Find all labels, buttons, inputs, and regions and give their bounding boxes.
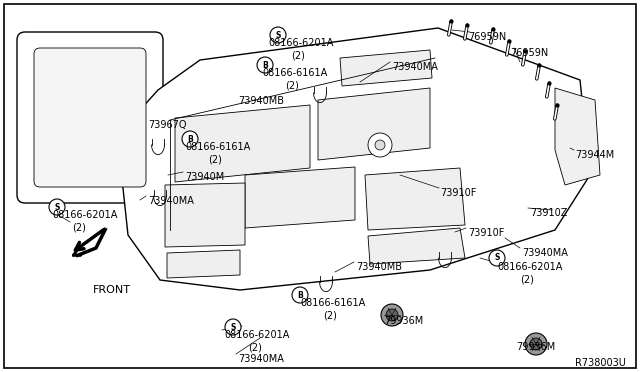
Circle shape xyxy=(525,333,547,355)
Text: 08166-6201A: 08166-6201A xyxy=(224,330,289,340)
Text: 73940M: 73940M xyxy=(185,172,224,182)
Text: (2): (2) xyxy=(291,50,305,60)
Text: 79936M: 79936M xyxy=(516,342,556,352)
Text: 08166-6201A: 08166-6201A xyxy=(268,38,333,48)
Text: 08166-6161A: 08166-6161A xyxy=(262,68,327,78)
Circle shape xyxy=(49,199,65,215)
Text: S: S xyxy=(230,323,236,331)
Text: S: S xyxy=(494,253,500,263)
Polygon shape xyxy=(365,168,465,230)
Circle shape xyxy=(368,133,392,157)
Text: (2): (2) xyxy=(323,310,337,320)
Text: FRONT: FRONT xyxy=(93,285,131,295)
Text: (2): (2) xyxy=(208,154,222,164)
Polygon shape xyxy=(167,250,240,278)
Text: 73940MB: 73940MB xyxy=(356,262,402,272)
Text: 08166-6161A: 08166-6161A xyxy=(300,298,365,308)
Text: 73967Q: 73967Q xyxy=(148,120,186,130)
Polygon shape xyxy=(555,88,600,185)
Circle shape xyxy=(381,304,403,326)
Polygon shape xyxy=(318,88,430,160)
Text: 73944M: 73944M xyxy=(575,150,614,160)
Text: 73940MB: 73940MB xyxy=(238,96,284,106)
Text: 76959N: 76959N xyxy=(468,32,506,42)
Text: 73910F: 73910F xyxy=(468,228,504,238)
Text: 73940MA: 73940MA xyxy=(522,248,568,258)
Circle shape xyxy=(375,140,385,150)
Text: 73940MA: 73940MA xyxy=(392,62,438,72)
Circle shape xyxy=(292,287,308,303)
Polygon shape xyxy=(340,50,432,86)
Text: 76959N: 76959N xyxy=(510,48,548,58)
Circle shape xyxy=(182,131,198,147)
Polygon shape xyxy=(120,28,590,290)
Circle shape xyxy=(270,27,286,43)
Text: 08166-6201A: 08166-6201A xyxy=(52,210,117,220)
Text: 08166-6161A: 08166-6161A xyxy=(185,142,250,152)
Text: (2): (2) xyxy=(72,222,86,232)
Text: S: S xyxy=(54,202,60,212)
Text: B: B xyxy=(187,135,193,144)
FancyBboxPatch shape xyxy=(34,48,146,187)
Circle shape xyxy=(225,319,241,335)
Text: (2): (2) xyxy=(248,342,262,352)
Polygon shape xyxy=(165,183,245,247)
Text: 08166-6201A: 08166-6201A xyxy=(497,262,563,272)
Polygon shape xyxy=(175,105,310,182)
Text: S: S xyxy=(275,31,281,39)
Polygon shape xyxy=(368,228,465,264)
Text: 73940MA: 73940MA xyxy=(148,196,194,206)
Text: 73940MA: 73940MA xyxy=(238,354,284,364)
Text: (2): (2) xyxy=(285,80,299,90)
Text: B: B xyxy=(262,61,268,70)
Text: 79936M: 79936M xyxy=(384,316,423,326)
Circle shape xyxy=(489,250,505,266)
Text: B: B xyxy=(297,291,303,299)
Text: R738003U: R738003U xyxy=(575,358,626,368)
Circle shape xyxy=(257,57,273,73)
Text: 73910Z: 73910Z xyxy=(530,208,568,218)
FancyBboxPatch shape xyxy=(17,32,163,203)
Circle shape xyxy=(386,309,398,321)
Text: 73910F: 73910F xyxy=(440,188,476,198)
Polygon shape xyxy=(245,167,355,228)
Circle shape xyxy=(530,338,542,350)
Text: (2): (2) xyxy=(520,274,534,284)
